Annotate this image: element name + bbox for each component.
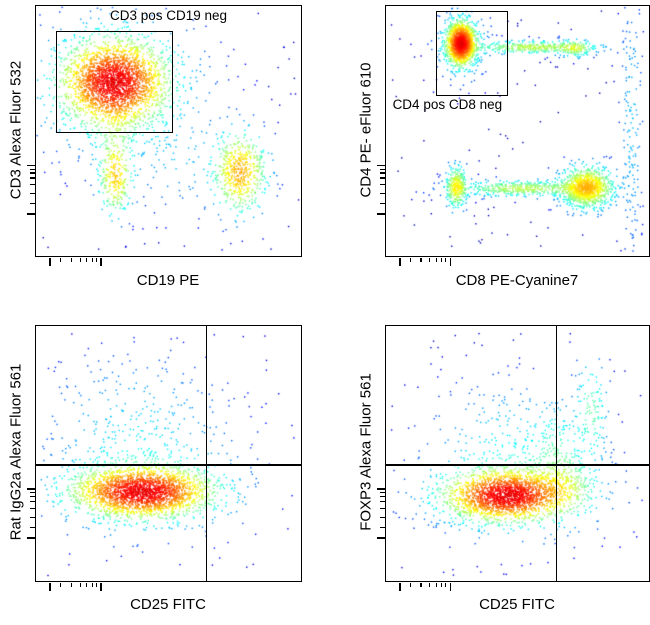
gate-rectangle <box>435 11 508 96</box>
axis-tick <box>30 491 35 493</box>
axis-tick <box>399 257 401 266</box>
axis-tick <box>59 582 62 587</box>
axis-tick <box>380 491 385 493</box>
x-axis-ticks <box>385 581 650 591</box>
axis-tick <box>49 257 51 266</box>
axis-tick <box>30 184 35 186</box>
axis-tick <box>95 582 97 587</box>
x-axis-ticks <box>35 581 303 591</box>
axis-tick <box>30 172 35 174</box>
axis-tick <box>380 507 385 509</box>
axis-tick <box>380 203 385 205</box>
quadrant-horizontal-line <box>386 464 649 466</box>
axis-tick <box>420 257 422 262</box>
axis-tick <box>86 257 88 262</box>
axis-tick <box>59 257 62 262</box>
axis-tick <box>100 257 102 266</box>
gate-label: CD4 pos CD8 neg <box>392 97 503 113</box>
axis-tick <box>449 257 452 266</box>
axis-tick <box>409 257 411 262</box>
gate-rectangle <box>55 31 174 133</box>
axis-tick <box>380 495 385 497</box>
axis-tick <box>95 257 97 262</box>
x-axis-ticks <box>385 256 650 266</box>
scatter-canvas <box>386 6 649 256</box>
axis-tick <box>30 177 35 179</box>
axis-tick <box>380 500 385 503</box>
x-axis-label: CD25 FITC <box>130 596 206 613</box>
axis-tick <box>79 257 81 262</box>
axis-tick <box>26 537 35 539</box>
axis-tick <box>86 582 88 587</box>
axis-tick <box>30 193 35 195</box>
axis-tick <box>409 582 411 587</box>
axis-tick <box>380 516 385 518</box>
x-axis-label: CD8 PE-Cyanine7 <box>455 272 579 289</box>
axis-tick <box>100 582 102 591</box>
axis-tick <box>30 168 35 170</box>
axis-tick <box>441 257 443 262</box>
axis-tick <box>26 213 35 215</box>
axis-tick <box>441 582 443 587</box>
plot-area <box>376 325 650 591</box>
axis-tick <box>380 172 385 174</box>
axis-tick <box>30 527 35 529</box>
axis-tick <box>91 257 93 262</box>
axis-tick <box>445 582 447 587</box>
axis-tick <box>380 184 385 186</box>
axis-tick <box>420 582 422 587</box>
axis-tick <box>445 257 447 262</box>
axis-tick <box>26 165 35 167</box>
x-axis-label: CD19 PE <box>136 272 200 289</box>
axis-tick <box>435 582 438 587</box>
x-axis-ticks <box>35 256 303 266</box>
gate-label: CD3 pos CD19 neg <box>109 8 228 23</box>
axis-tick <box>30 203 35 205</box>
axis-tick <box>376 488 385 490</box>
axis-tick <box>429 257 431 262</box>
axis-tick <box>70 582 72 587</box>
axis-tick <box>380 527 385 529</box>
axis-tick <box>435 257 438 262</box>
axis-tick <box>30 507 35 509</box>
plot-area: CD3 pos CD19 neg <box>26 5 302 266</box>
axis-tick <box>376 213 385 215</box>
quadrant-vertical-line <box>555 326 558 581</box>
axis-tick <box>79 582 81 587</box>
x-axis-label: CD25 FITC <box>479 596 555 613</box>
quadrant-horizontal-line <box>36 464 301 466</box>
axis-tick <box>30 516 35 518</box>
axis-tick <box>49 582 51 591</box>
axis-tick <box>380 177 385 179</box>
plot-area <box>26 325 302 591</box>
axis-tick <box>376 165 385 167</box>
y-axis-ticks <box>376 325 386 583</box>
quadrant-vertical-line <box>205 326 208 581</box>
axis-tick <box>449 582 452 591</box>
axis-tick <box>376 537 385 539</box>
y-axis-ticks <box>26 325 36 583</box>
y-axis-ticks <box>376 5 386 258</box>
scatter-canvas <box>36 326 301 581</box>
axis-tick <box>30 500 35 503</box>
axis-tick <box>91 582 93 587</box>
axis-tick <box>26 488 35 490</box>
axis-tick <box>380 168 385 170</box>
axis-tick <box>399 582 401 591</box>
y-axis-label: FOXP3 Alexa Fluor 561 <box>357 373 375 531</box>
axis-tick <box>380 193 385 195</box>
axis-tick <box>70 257 72 262</box>
y-axis-ticks <box>26 5 36 258</box>
plot-area: CD4 pos CD8 neg <box>376 5 650 266</box>
scatter-canvas <box>36 6 301 256</box>
axis-tick <box>429 582 431 587</box>
scatter-canvas <box>386 326 649 581</box>
axis-tick <box>30 495 35 497</box>
